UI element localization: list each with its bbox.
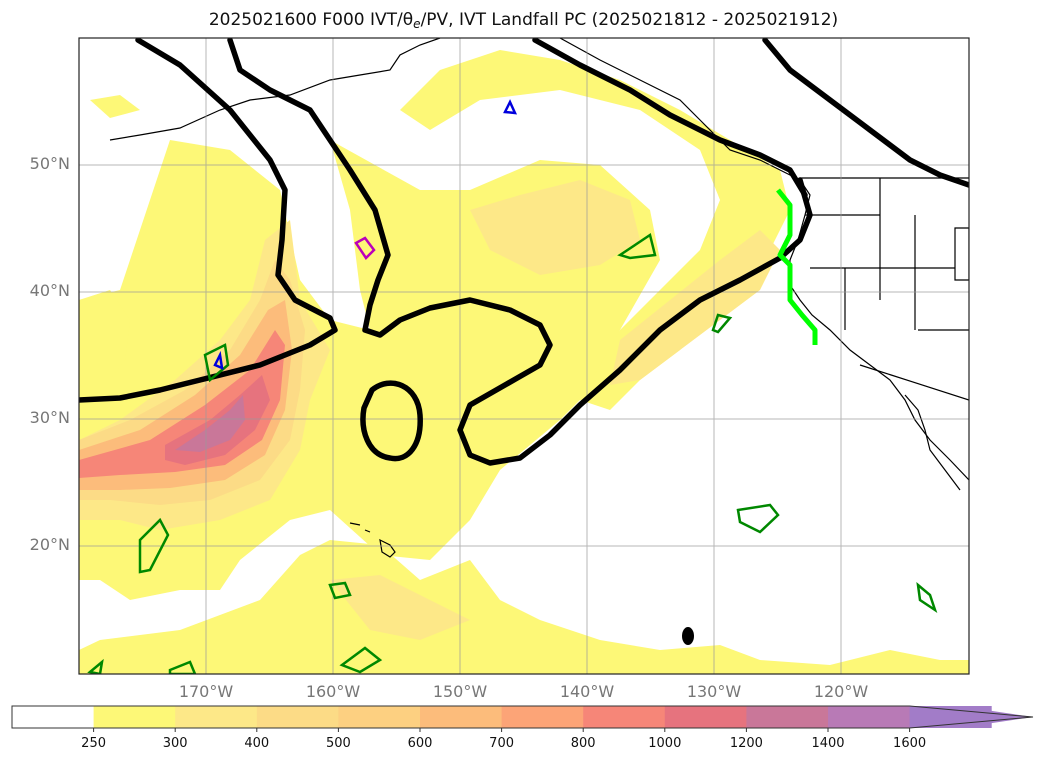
colorbar-tick-label: 250: [81, 736, 106, 751]
colorbar-tick-label: 700: [489, 736, 514, 751]
small-contour-blob: [682, 627, 694, 645]
colorbar-tick-label: 600: [407, 736, 433, 751]
ivt-band-250-south: [79, 540, 969, 674]
landfall-line: [776, 188, 818, 345]
colorbar-outline: [11, 705, 1034, 729]
colorbar-tick-label: 800: [570, 736, 596, 751]
pv-contours: [87, 99, 938, 674]
colorbar-segment: [828, 706, 911, 728]
colorbar-tick-label: 400: [244, 736, 270, 751]
ivt-band-300-b: [470, 180, 640, 275]
map-plot-area: [79, 38, 969, 674]
lat-label: 30°N: [29, 408, 70, 427]
ivt-shading: [79, 50, 969, 674]
lon-label: 150°W: [432, 682, 488, 701]
colorbar-tick-label: 1400: [811, 736, 845, 751]
ivt-band-250-west: [79, 290, 130, 380]
hawaii-islands: [349, 522, 396, 558]
lon-label: 130°W: [686, 682, 742, 701]
contour-cutoff-low: [360, 380, 423, 462]
lon-label: 120°W: [813, 682, 869, 701]
pv-contour-green: [168, 660, 197, 674]
colorbar-segment: [746, 706, 829, 728]
colorbar-tick-label: 300: [162, 736, 188, 751]
mexico-border: [859, 364, 969, 401]
colorbar-tick-label: 1200: [729, 736, 763, 751]
pv-contour-green: [916, 581, 938, 614]
pv-contour-green: [328, 581, 352, 600]
map-title: 2025021600 F000 IVT/θe/PV, IVT Landfall …: [208, 10, 839, 31]
colorbar-segment: [175, 706, 258, 728]
pv-contour-green: [138, 517, 170, 574]
colorbar-segment: [501, 706, 584, 728]
contour-west-trough: [79, 38, 338, 403]
pv-contour-green: [617, 232, 657, 260]
lon-label: 140°W: [559, 682, 615, 701]
colorbar-segment: [420, 706, 503, 728]
contour-ne-corner: [762, 38, 969, 188]
pv-contour-green: [87, 658, 104, 674]
contour-northeast: [532, 38, 808, 198]
pv-contour-blue: [213, 350, 224, 371]
pv-contour-blue: [503, 99, 518, 115]
colorbar-segment: [93, 706, 176, 728]
pv-contour-green: [339, 646, 383, 674]
ivt-band-250-cap: [90, 95, 140, 118]
colorbar: [11, 705, 1034, 732]
contour-central-trough: [227, 38, 813, 466]
pv-contour-green: [203, 343, 230, 383]
ivt-band-1200: [175, 395, 245, 452]
colorbar-segment: [338, 706, 421, 728]
pv-contour-green: [711, 313, 733, 334]
colorbar-tick-label: 500: [325, 736, 351, 751]
colorbar-tick-label: 1600: [893, 736, 927, 751]
state-lines: [805, 178, 969, 331]
colorbar-segment: [664, 706, 747, 728]
lon-label: 170°W: [178, 682, 234, 701]
ivt-band-300-c: [610, 230, 780, 385]
ivt-band-300-d: [330, 575, 470, 640]
black-contours: [79, 38, 969, 466]
baja-coast: [904, 394, 961, 491]
lat-label: 20°N: [29, 535, 70, 554]
colorbar-segment: [256, 706, 339, 728]
lat-label: 40°N: [29, 281, 70, 300]
pv-contour-magenta: [354, 236, 376, 260]
northwest-coast: [789, 179, 969, 481]
colorbar-extend-arrow: [909, 706, 1033, 728]
lon-label: 160°W: [305, 682, 361, 701]
lat-label: 50°N: [29, 154, 70, 173]
plot-frame: [78, 37, 970, 675]
colorbar-segment: [583, 706, 666, 728]
pv-contour-green: [736, 503, 780, 534]
alaska-panhandle: [559, 38, 801, 181]
colorbar-tick-label: 1000: [648, 736, 682, 751]
colorbar-segment: [12, 706, 95, 728]
alaska-coast: [109, 38, 441, 141]
